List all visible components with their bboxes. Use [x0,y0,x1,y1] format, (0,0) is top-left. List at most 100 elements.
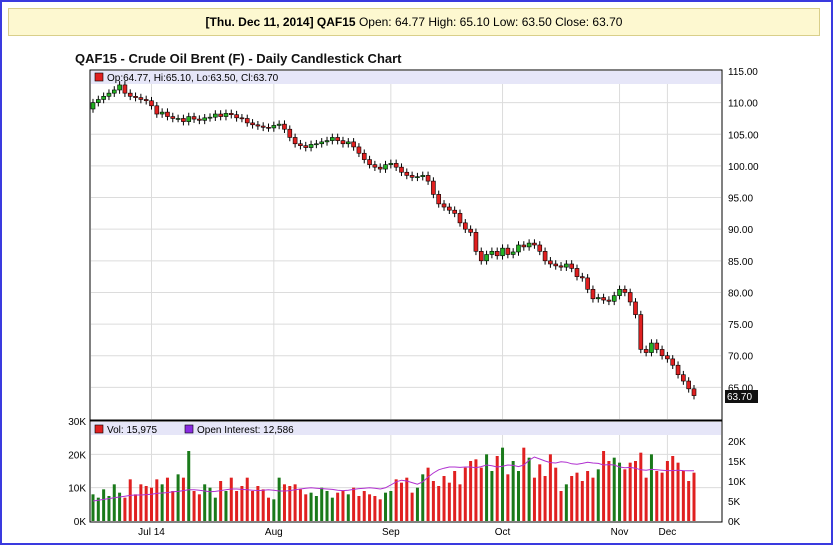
candle [340,136,346,148]
volume-bar [235,491,239,521]
open-interest-line [92,456,694,502]
candle [627,288,633,306]
volume-bar [362,491,366,521]
price-tick-label: 95.00 [728,194,753,205]
volume-bar [543,476,547,521]
candle-body [388,163,394,165]
candle-body [165,111,170,117]
volume-bar [261,489,265,521]
candle-body [548,260,553,265]
candle [633,298,638,319]
candle-body [298,143,303,146]
candle [314,139,319,149]
candle [228,109,234,119]
candle-body [468,228,473,233]
candle-body [580,276,585,279]
candle-body [420,175,426,177]
candle-body [415,176,420,178]
candle-body [101,96,106,100]
candle [611,291,617,306]
volume-bar [155,479,159,521]
candle [484,250,489,265]
volume-bar [176,474,180,521]
candle [282,120,287,134]
candle-body [96,99,101,103]
volume-bar [197,494,201,521]
candle [298,139,303,150]
price-tick-label: 90.00 [728,225,753,236]
volume-bar [501,447,505,521]
volume-bar [490,471,494,521]
candle [659,345,665,360]
volume-bar [314,496,318,521]
candle-body [409,175,415,178]
candle-body [319,141,324,145]
candle-body [133,96,138,98]
volume-tick-label: 10K [68,484,86,495]
candle-body [601,297,606,301]
volume-bar [394,479,398,521]
candle-body [218,113,223,117]
volume-bar [511,461,515,521]
price-legend-swatch [94,72,104,82]
volume-bar [623,469,627,521]
volume-bar [495,456,499,521]
volume-bar [144,486,148,521]
volume-bar [676,462,680,521]
candle-body [436,194,442,205]
candle-body [207,116,213,119]
candle [585,274,590,294]
volume-bar [102,489,106,521]
candle-body [308,144,314,148]
candle-body [170,116,176,119]
volume-bar [378,499,382,521]
volume-bar [399,482,403,521]
candle-body [111,89,117,94]
candle-body [197,118,202,121]
volume-bar [330,497,334,521]
volume-bar [548,454,552,521]
candle [606,296,612,306]
volume-tick-label: 20K [68,450,86,461]
volume-bar [437,486,441,521]
volume-bar [298,489,302,521]
candle [213,110,218,121]
candle [250,119,255,129]
x-tick-label: Nov [611,527,629,538]
candle-body [377,166,383,170]
candle-body [404,171,410,176]
candle [367,155,372,169]
candle [478,247,484,265]
volume-legend-bar [91,422,721,435]
candle [617,285,622,300]
volume-bar [681,471,685,521]
candle [117,81,122,94]
candle [532,239,537,249]
candle [564,260,569,271]
candle [580,272,585,282]
last-price-label: 63.70 [727,392,752,403]
candle-body [138,97,144,100]
candle [165,108,170,121]
candle-body [532,242,537,246]
candle [542,247,548,265]
candle-body [143,99,149,102]
volume-bar [554,467,558,521]
candle-body [106,92,112,97]
volume-bar [628,462,632,521]
candle-body [431,180,436,195]
candle [308,140,314,152]
candle [665,351,670,363]
oi-tick-label: 10K [728,477,746,488]
candle-body [266,127,271,129]
candle [404,168,410,180]
candle [505,244,511,259]
price-tick-label: 105.00 [728,130,759,141]
volume-bar [150,487,154,521]
candle-body [670,358,676,366]
volume-bar [596,469,600,521]
candle-body [633,301,638,315]
candle-body [202,117,207,121]
candle [670,355,676,370]
candle-body [282,123,287,130]
